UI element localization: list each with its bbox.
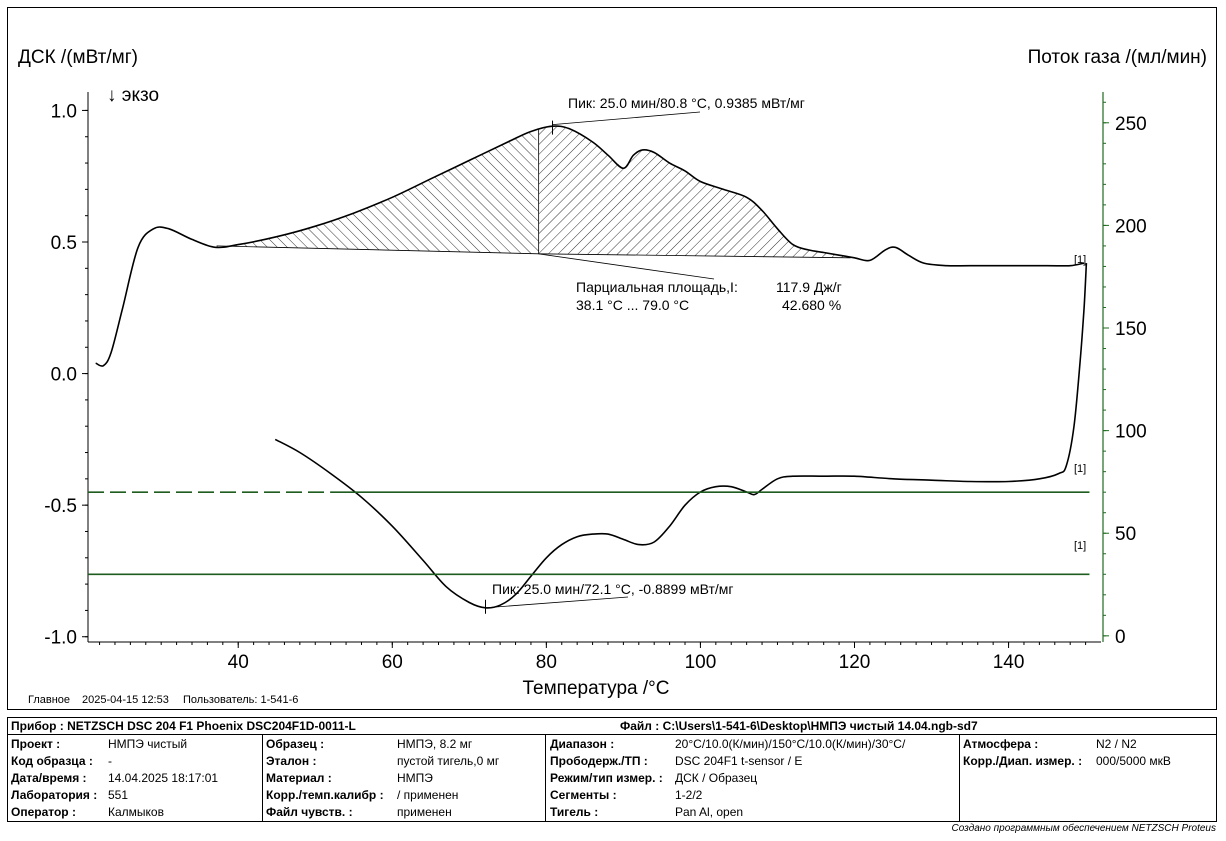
chart-frame: [7, 7, 1217, 710]
info-field-value: применен: [397, 805, 452, 819]
y-right-tick-label: 150: [1115, 319, 1147, 340]
info-field-value: 000/5000 мкВ: [1096, 754, 1171, 768]
partial-area-range: 38.1 °C ... 79.0 °C: [576, 297, 689, 313]
info-field-value: НМПЭ, 8.2 мг: [397, 737, 473, 751]
info-field-label: Прободерж./ТП :: [550, 754, 648, 768]
dsc-chart: ДСК /(мВт/мг) Поток газа /(мл/мин) ↓ экзо Т…: [18, 47, 1207, 699]
info-field-label: Оператор :: [11, 805, 76, 819]
instrument-label: Прибор : NETZSCH DSC 204 F1 Phoenix DSC2…: [11, 719, 356, 733]
y-right-tick-label: 250: [1115, 114, 1147, 135]
file-label: Файл : C:\Users\1-541-6\Desktop\НМПЭ чис…: [620, 719, 978, 733]
info-field-value: 1-2/2: [675, 788, 703, 802]
footer-main-label: Главное: [28, 694, 71, 706]
cooling_dsc-curve: [274, 263, 1088, 609]
info-field-label: Режим/тип измер. :: [550, 771, 663, 785]
info-field-label: Тигель :: [550, 805, 599, 819]
measurement-info-table: Прибор : NETZSCH DSC 204 F1 Phoenix DSC2…: [7, 717, 1217, 822]
info-field-label: Образец :: [266, 737, 325, 751]
y-left-tick-label: 1.0: [51, 101, 77, 122]
info-header: Прибор : NETZSCH DSC 204 F1 Phoenix DSC2…: [8, 718, 1216, 735]
info-field-value: Калмыков: [108, 805, 164, 819]
column-divider: [959, 734, 960, 821]
heating_dsc-curve: [95, 125, 1085, 367]
info-field-value: 551: [108, 788, 129, 802]
x-tick-label: 60: [382, 652, 403, 673]
info-field-value: Pan Al, open: [675, 805, 744, 819]
info-field-label: Корр./темп.калибр :: [266, 788, 384, 802]
peak-leader: [485, 596, 629, 609]
x-tick-label: 80: [536, 652, 557, 673]
x-tick-label: 120: [839, 652, 871, 673]
info-field-value: -: [108, 754, 112, 768]
info-field-label: Материал :: [266, 771, 332, 785]
software-credit: Создано программным обеспечением NETZSCH…: [951, 823, 1216, 834]
info-field-label: Файл чувств. :: [266, 805, 353, 819]
y-left-tick-label: -1.0: [44, 628, 77, 649]
y-left-tick-label: -0.5: [44, 496, 77, 517]
exo-direction-label: ↓ экзо: [107, 85, 159, 106]
x-axis-title: Температура /°C: [523, 678, 670, 699]
info-field-value: ДСК / Образец: [675, 771, 758, 785]
info-field-label: Диапазон :: [550, 737, 615, 751]
info-field-label: Атмосфера :: [963, 737, 1039, 751]
y-right-tick-label: 50: [1115, 524, 1136, 545]
info-field-value: НМПЭ: [397, 771, 433, 785]
info-field-label: Проект :: [11, 737, 61, 751]
info-field-label: Дата/время :: [11, 771, 87, 785]
x-tick-label: 40: [228, 652, 249, 673]
y-right-tick-label: 0: [1115, 627, 1126, 648]
y-axis-left-title: ДСК /(мВт/мг): [18, 47, 138, 68]
partial-area-hatch-right: [538, 126, 851, 258]
peak-leader: [552, 111, 701, 126]
y-left-tick-label: 0.5: [51, 233, 77, 254]
info-field-label: Корр./Диап. измер. :: [963, 754, 1083, 768]
y-axis-right-title: Поток газа /(мл/мин): [1028, 47, 1207, 68]
info-field-value: НМПЭ чистый: [108, 737, 188, 751]
peak-cooling-label: Пик: 25.0 мин/72.1 °C, -0.8899 мВт/мг: [492, 581, 734, 597]
y-right-tick-label: 100: [1115, 422, 1147, 443]
info-field-label: Сегменты :: [550, 788, 617, 802]
info-field-value: DSC 204F1 t-sensor / E: [675, 754, 803, 768]
curve-tag: [1]: [1074, 540, 1086, 552]
footer-datetime: 2025-04-15 12:53: [82, 694, 169, 706]
y-left-tick-label: 0.0: [51, 365, 77, 386]
footer-user: Пользователь: 1-541-6: [183, 694, 299, 706]
info-field-value: 20°C/10.0(К/мин)/150°C/10.0(К/мин)/30°C/: [675, 737, 906, 751]
info-field-value: пустой тигель,0 мг: [397, 754, 500, 768]
info-field-value: N2 / N2: [1096, 737, 1137, 751]
info-field-label: Эталон :: [266, 754, 317, 768]
curve-tag: [1]: [1074, 463, 1086, 475]
area-leader: [538, 253, 715, 280]
column-divider: [545, 734, 546, 821]
info-field-value: / применен: [397, 788, 459, 802]
partial-area-label: Парциальная площадь,I:: [576, 279, 738, 295]
column-divider: [262, 734, 263, 821]
y-right-tick-label: 200: [1115, 216, 1147, 237]
partial-area-percent: 42.680 %: [782, 297, 841, 313]
partial-area-value: 117.9 Дж/г: [776, 279, 842, 295]
info-field-label: Лаборатория :: [11, 788, 98, 802]
info-field-value: 14.04.2025 18:17:01: [108, 771, 219, 785]
x-tick-label: 100: [685, 652, 717, 673]
curve-tag: [1]: [1074, 254, 1086, 266]
x-tick-label: 140: [993, 652, 1025, 673]
info-field-label: Код образца :: [11, 754, 93, 768]
partial-area-hatch-left: [216, 130, 539, 254]
peak-heating-label: Пик: 25.0 мин/80.8 °C, 0.9385 мВт/мг: [568, 95, 805, 111]
